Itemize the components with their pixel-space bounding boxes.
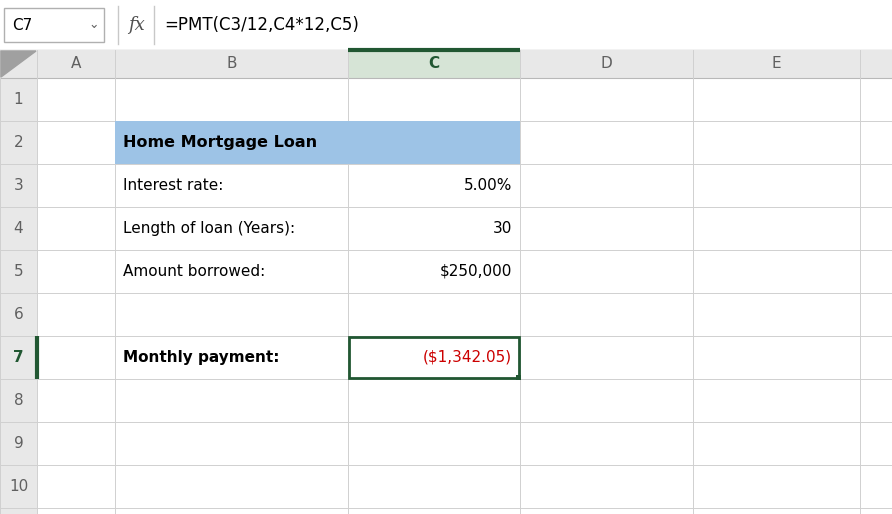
- Text: 2: 2: [13, 135, 23, 150]
- Bar: [0, 50, 892, 78]
- Bar: [0, 336, 37, 379]
- Text: 7: 7: [13, 350, 24, 365]
- Text: =PMT(C3/12,C4*12,C5): =PMT(C3/12,C4*12,C5): [164, 16, 359, 34]
- Bar: [0, 0, 892, 50]
- Text: 5: 5: [13, 264, 23, 279]
- Text: fx: fx: [128, 16, 145, 34]
- Text: Monthly payment:: Monthly payment:: [123, 350, 279, 365]
- Text: E: E: [772, 57, 781, 71]
- Text: 8: 8: [13, 393, 23, 408]
- Text: C: C: [428, 57, 440, 71]
- Text: 30: 30: [492, 221, 512, 236]
- Text: 10: 10: [9, 479, 29, 494]
- Bar: [348, 50, 520, 78]
- Text: D: D: [600, 57, 613, 71]
- Polygon shape: [1, 51, 36, 77]
- Text: 5.00%: 5.00%: [464, 178, 512, 193]
- Text: 6: 6: [13, 307, 23, 322]
- Bar: [4, 8, 104, 42]
- Bar: [115, 121, 520, 164]
- Text: 4: 4: [13, 221, 23, 236]
- Bar: [0, 78, 37, 514]
- Text: $250,000: $250,000: [440, 264, 512, 279]
- Bar: [37, 78, 892, 514]
- Text: B: B: [227, 57, 236, 71]
- Text: ($1,342.05): ($1,342.05): [423, 350, 512, 365]
- Text: ⌄: ⌄: [88, 19, 99, 31]
- Text: 3: 3: [13, 178, 23, 193]
- Bar: [349, 337, 519, 378]
- Text: A: A: [70, 57, 81, 71]
- Text: Interest rate:: Interest rate:: [123, 178, 223, 193]
- Text: 9: 9: [13, 436, 23, 451]
- Text: 1: 1: [13, 92, 23, 107]
- Text: C7: C7: [12, 17, 32, 32]
- Text: Amount borrowed:: Amount borrowed:: [123, 264, 265, 279]
- Text: Home Mortgage Loan: Home Mortgage Loan: [123, 135, 318, 150]
- Text: Length of loan (Years):: Length of loan (Years):: [123, 221, 295, 236]
- Bar: [516, 375, 521, 380]
